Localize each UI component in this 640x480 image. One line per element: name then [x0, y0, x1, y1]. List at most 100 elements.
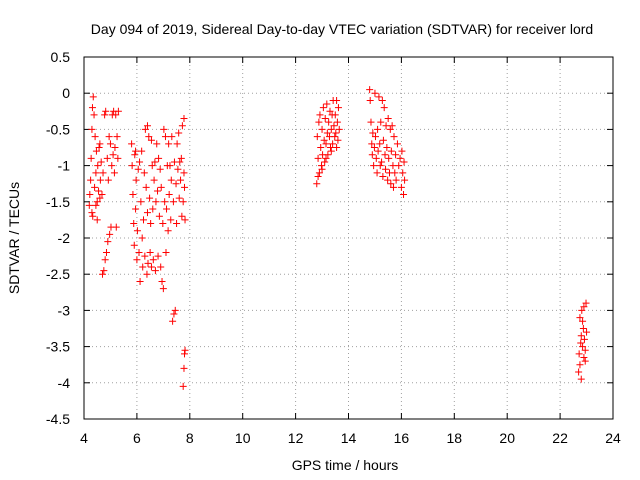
data-point	[381, 151, 389, 159]
data-point	[322, 154, 330, 162]
data-point	[367, 118, 375, 126]
data-point	[332, 129, 340, 137]
data-point	[153, 140, 161, 148]
data-point	[136, 158, 144, 166]
data-point	[151, 158, 159, 166]
data-point	[396, 154, 404, 162]
data-point	[391, 169, 399, 177]
data-point	[176, 158, 184, 166]
data-point	[97, 158, 105, 166]
data-point	[163, 205, 171, 213]
x-tick-label: 18	[447, 430, 463, 446]
data-point	[398, 147, 406, 155]
data-point	[579, 343, 587, 351]
data-point	[174, 165, 182, 173]
data-point	[369, 129, 377, 137]
data-point	[583, 328, 591, 336]
data-point	[88, 125, 96, 133]
data-point	[141, 252, 149, 260]
data-point	[142, 183, 150, 191]
data-point	[386, 125, 394, 133]
data-point	[86, 191, 94, 199]
data-point	[314, 154, 322, 162]
data-point	[93, 198, 101, 206]
x-tick-label: 14	[341, 430, 357, 446]
data-point	[331, 111, 339, 119]
data-point	[92, 201, 100, 209]
data-point	[392, 151, 400, 159]
data-point	[99, 270, 107, 278]
data-point	[114, 154, 122, 162]
data-point	[133, 256, 141, 264]
data-point	[149, 256, 157, 264]
data-point	[102, 248, 110, 256]
data-point	[169, 317, 177, 325]
data-point	[318, 125, 326, 133]
data-point	[89, 93, 97, 101]
data-point	[177, 154, 185, 162]
data-point	[113, 133, 121, 141]
data-point	[172, 180, 180, 188]
data-point	[319, 104, 327, 112]
data-point	[366, 96, 374, 104]
data-point	[175, 194, 183, 202]
data-point	[390, 133, 398, 141]
data-point	[318, 162, 326, 170]
data-point	[322, 140, 330, 148]
data-point	[160, 125, 168, 133]
data-point	[576, 361, 584, 369]
data-point	[105, 133, 113, 141]
data-point	[327, 125, 335, 133]
data-point	[143, 209, 151, 217]
data-point	[181, 183, 189, 191]
data-point	[316, 111, 324, 119]
data-point	[330, 122, 338, 130]
data-point	[89, 212, 97, 220]
data-point	[329, 140, 337, 148]
data-point	[334, 136, 342, 144]
data-point	[146, 194, 154, 202]
data-point	[138, 234, 146, 242]
data-point	[333, 144, 341, 151]
data-point	[101, 256, 109, 264]
data-point	[577, 332, 585, 340]
data-point	[114, 107, 122, 115]
x-tick-label: 12	[288, 430, 304, 446]
data-point	[167, 216, 175, 224]
data-point	[130, 241, 138, 249]
y-tick-label: -2.5	[46, 266, 70, 282]
data-point	[143, 270, 151, 278]
data-point	[136, 277, 144, 285]
data-point	[111, 144, 119, 151]
data-point	[575, 368, 583, 376]
y-tick-label: -2	[58, 230, 71, 246]
data-point	[370, 144, 378, 151]
data-point	[379, 136, 387, 144]
data-point	[146, 248, 154, 256]
x-tick-label: 6	[133, 430, 141, 446]
data-point	[151, 267, 159, 275]
data-point	[371, 89, 379, 97]
data-point	[320, 136, 328, 144]
data-point	[154, 187, 162, 195]
data-point	[327, 144, 335, 151]
data-point	[164, 227, 172, 235]
data-point	[155, 212, 163, 220]
data-point	[582, 299, 590, 307]
data-point	[166, 162, 174, 170]
data-point	[327, 147, 335, 155]
data-point	[382, 122, 390, 130]
data-point	[112, 223, 120, 231]
data-point	[139, 263, 147, 271]
data-point	[383, 144, 391, 151]
data-point	[87, 176, 95, 184]
data-point	[181, 216, 189, 224]
data-point	[88, 209, 96, 217]
data-point	[397, 183, 405, 191]
data-point	[335, 125, 343, 133]
x-axis-label: GPS time / hours	[292, 457, 399, 473]
data-point	[104, 238, 112, 246]
x-tick-label: 8	[186, 430, 194, 446]
data-point	[378, 96, 386, 104]
